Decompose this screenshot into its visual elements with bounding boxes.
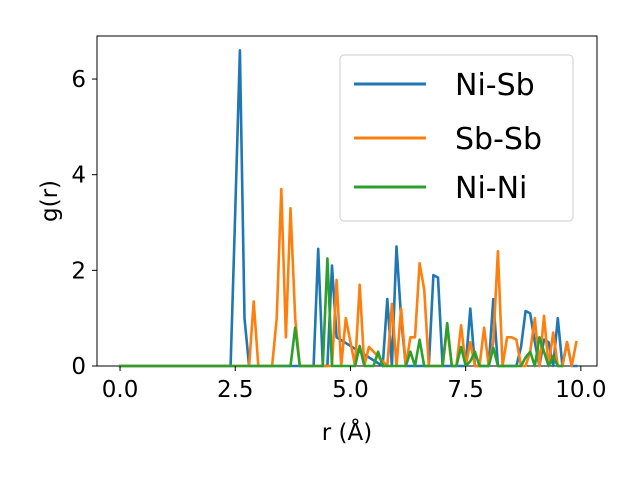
y-axis-label: g(r) bbox=[37, 180, 63, 222]
y-tick-label: 6 bbox=[71, 67, 86, 93]
y-axis: 0 2 4 6 bbox=[71, 67, 97, 380]
x-tick-label: 2.5 bbox=[217, 377, 254, 403]
legend-label-ni-ni: Ni-Ni bbox=[455, 171, 527, 206]
legend-label-sb-sb: Sb-Sb bbox=[455, 122, 542, 157]
legend: Ni-Sb Sb-Sb Ni-Ni bbox=[339, 54, 574, 222]
y-tick-label: 4 bbox=[71, 163, 86, 189]
y-tick-label: 0 bbox=[71, 354, 86, 380]
y-tick-label: 2 bbox=[71, 258, 86, 284]
x-tick-label: 5.0 bbox=[332, 377, 369, 403]
legend-box bbox=[339, 54, 574, 222]
x-tick-label: 10.0 bbox=[555, 377, 606, 403]
series-layer bbox=[118, 48, 578, 368]
plot-area bbox=[96, 35, 598, 368]
series-line-ni-ni bbox=[118, 257, 564, 368]
legend-label-ni-sb: Ni-Sb bbox=[455, 68, 535, 103]
x-axis: 0.0 2.5 5.0 7.5 10.0 bbox=[102, 366, 606, 403]
x-tick-label: 7.5 bbox=[447, 377, 484, 403]
x-tick-label: 0.0 bbox=[102, 377, 139, 403]
x-axis-label: r (Å) bbox=[322, 418, 372, 446]
